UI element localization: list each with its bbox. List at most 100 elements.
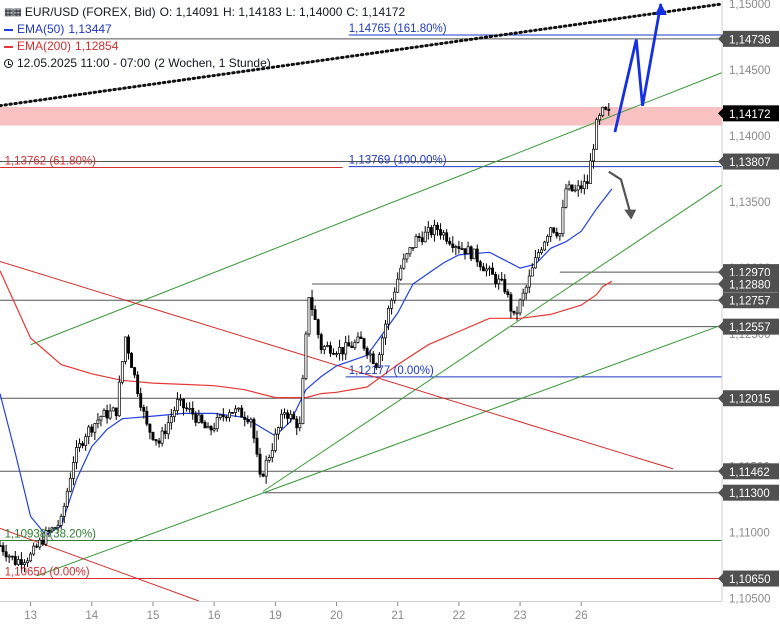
price-label-text: 1,11462 bbox=[729, 467, 770, 479]
candle-body bbox=[142, 407, 146, 412]
candle-body bbox=[567, 184, 571, 190]
candle-body bbox=[71, 462, 75, 479]
candle-body bbox=[133, 367, 137, 376]
candle-body bbox=[7, 555, 11, 558]
candle-body bbox=[582, 181, 586, 189]
candle-body bbox=[185, 407, 189, 410]
candle-body bbox=[466, 246, 470, 254]
candle-body bbox=[429, 227, 433, 236]
candle-body bbox=[408, 247, 412, 255]
candle-body bbox=[463, 248, 467, 254]
resistance-zone bbox=[0, 106, 722, 126]
candle-body bbox=[533, 257, 537, 269]
candle-body bbox=[252, 418, 256, 439]
candle-body bbox=[44, 530, 48, 545]
candle-body bbox=[139, 393, 143, 408]
candle-body bbox=[396, 278, 400, 293]
candle-body bbox=[120, 361, 124, 383]
price-label-box bbox=[723, 105, 779, 122]
candle-body bbox=[136, 374, 140, 394]
candle-body bbox=[356, 336, 360, 343]
candle-body bbox=[481, 266, 485, 272]
candle-body bbox=[286, 412, 290, 419]
candle-body bbox=[206, 426, 210, 429]
candle-body bbox=[215, 417, 219, 430]
ema200-line bbox=[0, 270, 613, 399]
candle-body bbox=[512, 310, 516, 314]
candle-body bbox=[371, 353, 375, 364]
candle-body bbox=[384, 323, 387, 339]
candle-body bbox=[417, 236, 421, 238]
ema200-label: EMA(200) bbox=[17, 39, 72, 53]
candle-body bbox=[59, 515, 63, 526]
price-label-box bbox=[723, 318, 779, 335]
candle-body bbox=[96, 419, 100, 424]
candle-body bbox=[26, 560, 29, 564]
candle-body bbox=[169, 416, 173, 424]
legend-period-row: 12.05.2025 11:00 - 07:00 (2 Wochen, 1 St… bbox=[4, 55, 409, 72]
candle-body bbox=[273, 433, 277, 451]
candle-body bbox=[497, 278, 501, 284]
candle-body bbox=[203, 422, 207, 429]
ema200-swatch-icon bbox=[4, 45, 13, 48]
candle-body bbox=[484, 268, 488, 272]
symbol-label: EUR/USD (FOREX, Bid) bbox=[24, 5, 156, 19]
x-tick-label: 26 bbox=[575, 610, 588, 622]
candle-body bbox=[503, 279, 507, 293]
candle-body bbox=[163, 430, 167, 435]
candle-body bbox=[555, 232, 559, 237]
price-label-box bbox=[723, 570, 779, 587]
candle-body bbox=[246, 419, 250, 423]
candle-body bbox=[1, 545, 5, 553]
fib-label: 1,13769 (100.00%) bbox=[349, 155, 447, 167]
legend-ema50-row: EMA(50) 1,13447 bbox=[4, 21, 409, 38]
candle-body bbox=[255, 437, 259, 455]
candle-body bbox=[420, 237, 424, 243]
candle-body bbox=[298, 423, 302, 429]
candle-body bbox=[475, 248, 479, 263]
candle-body bbox=[405, 253, 409, 260]
dotted-trend-line bbox=[0, 2, 724, 108]
candle-body bbox=[564, 188, 568, 208]
candle-body bbox=[102, 409, 106, 417]
candle-body bbox=[570, 184, 574, 192]
projection-blue-path bbox=[613, 3, 663, 133]
candle-body bbox=[280, 413, 283, 428]
trend-line bbox=[30, 72, 723, 346]
candle-body bbox=[344, 342, 348, 355]
candle-body bbox=[350, 345, 354, 349]
trend-line bbox=[36, 324, 723, 577]
candle-body bbox=[319, 334, 323, 351]
candle-body bbox=[390, 299, 394, 309]
candle-body bbox=[38, 539, 42, 548]
candle-body bbox=[301, 377, 305, 424]
candle-body bbox=[194, 413, 198, 423]
x-tick-label: 16 bbox=[208, 610, 221, 622]
candle-body bbox=[460, 248, 464, 250]
candle-body bbox=[87, 426, 91, 437]
candle-body bbox=[157, 440, 161, 444]
candle-body bbox=[313, 309, 317, 320]
price-label-box bbox=[723, 484, 779, 501]
candle-body bbox=[368, 353, 372, 356]
price-label-pointer bbox=[718, 393, 723, 404]
candle-body bbox=[182, 398, 186, 409]
candle-body bbox=[598, 115, 602, 121]
candle-body bbox=[105, 409, 109, 419]
price-label-text: 1,14736 bbox=[729, 34, 771, 46]
candle-body bbox=[35, 545, 39, 548]
candle-body bbox=[56, 525, 60, 528]
candle-body bbox=[237, 407, 241, 410]
candle-body bbox=[573, 189, 577, 192]
price-label-box bbox=[723, 30, 779, 47]
x-tick-label: 21 bbox=[391, 610, 404, 622]
candle-body bbox=[10, 555, 14, 558]
candle-body bbox=[592, 148, 595, 162]
price-label-pointer bbox=[718, 295, 723, 306]
candle-body bbox=[469, 246, 473, 260]
arrow-down-icon bbox=[624, 209, 637, 220]
candle-body bbox=[500, 278, 504, 281]
ema50-label: EMA(50) bbox=[17, 22, 65, 36]
candle-body bbox=[536, 252, 540, 259]
